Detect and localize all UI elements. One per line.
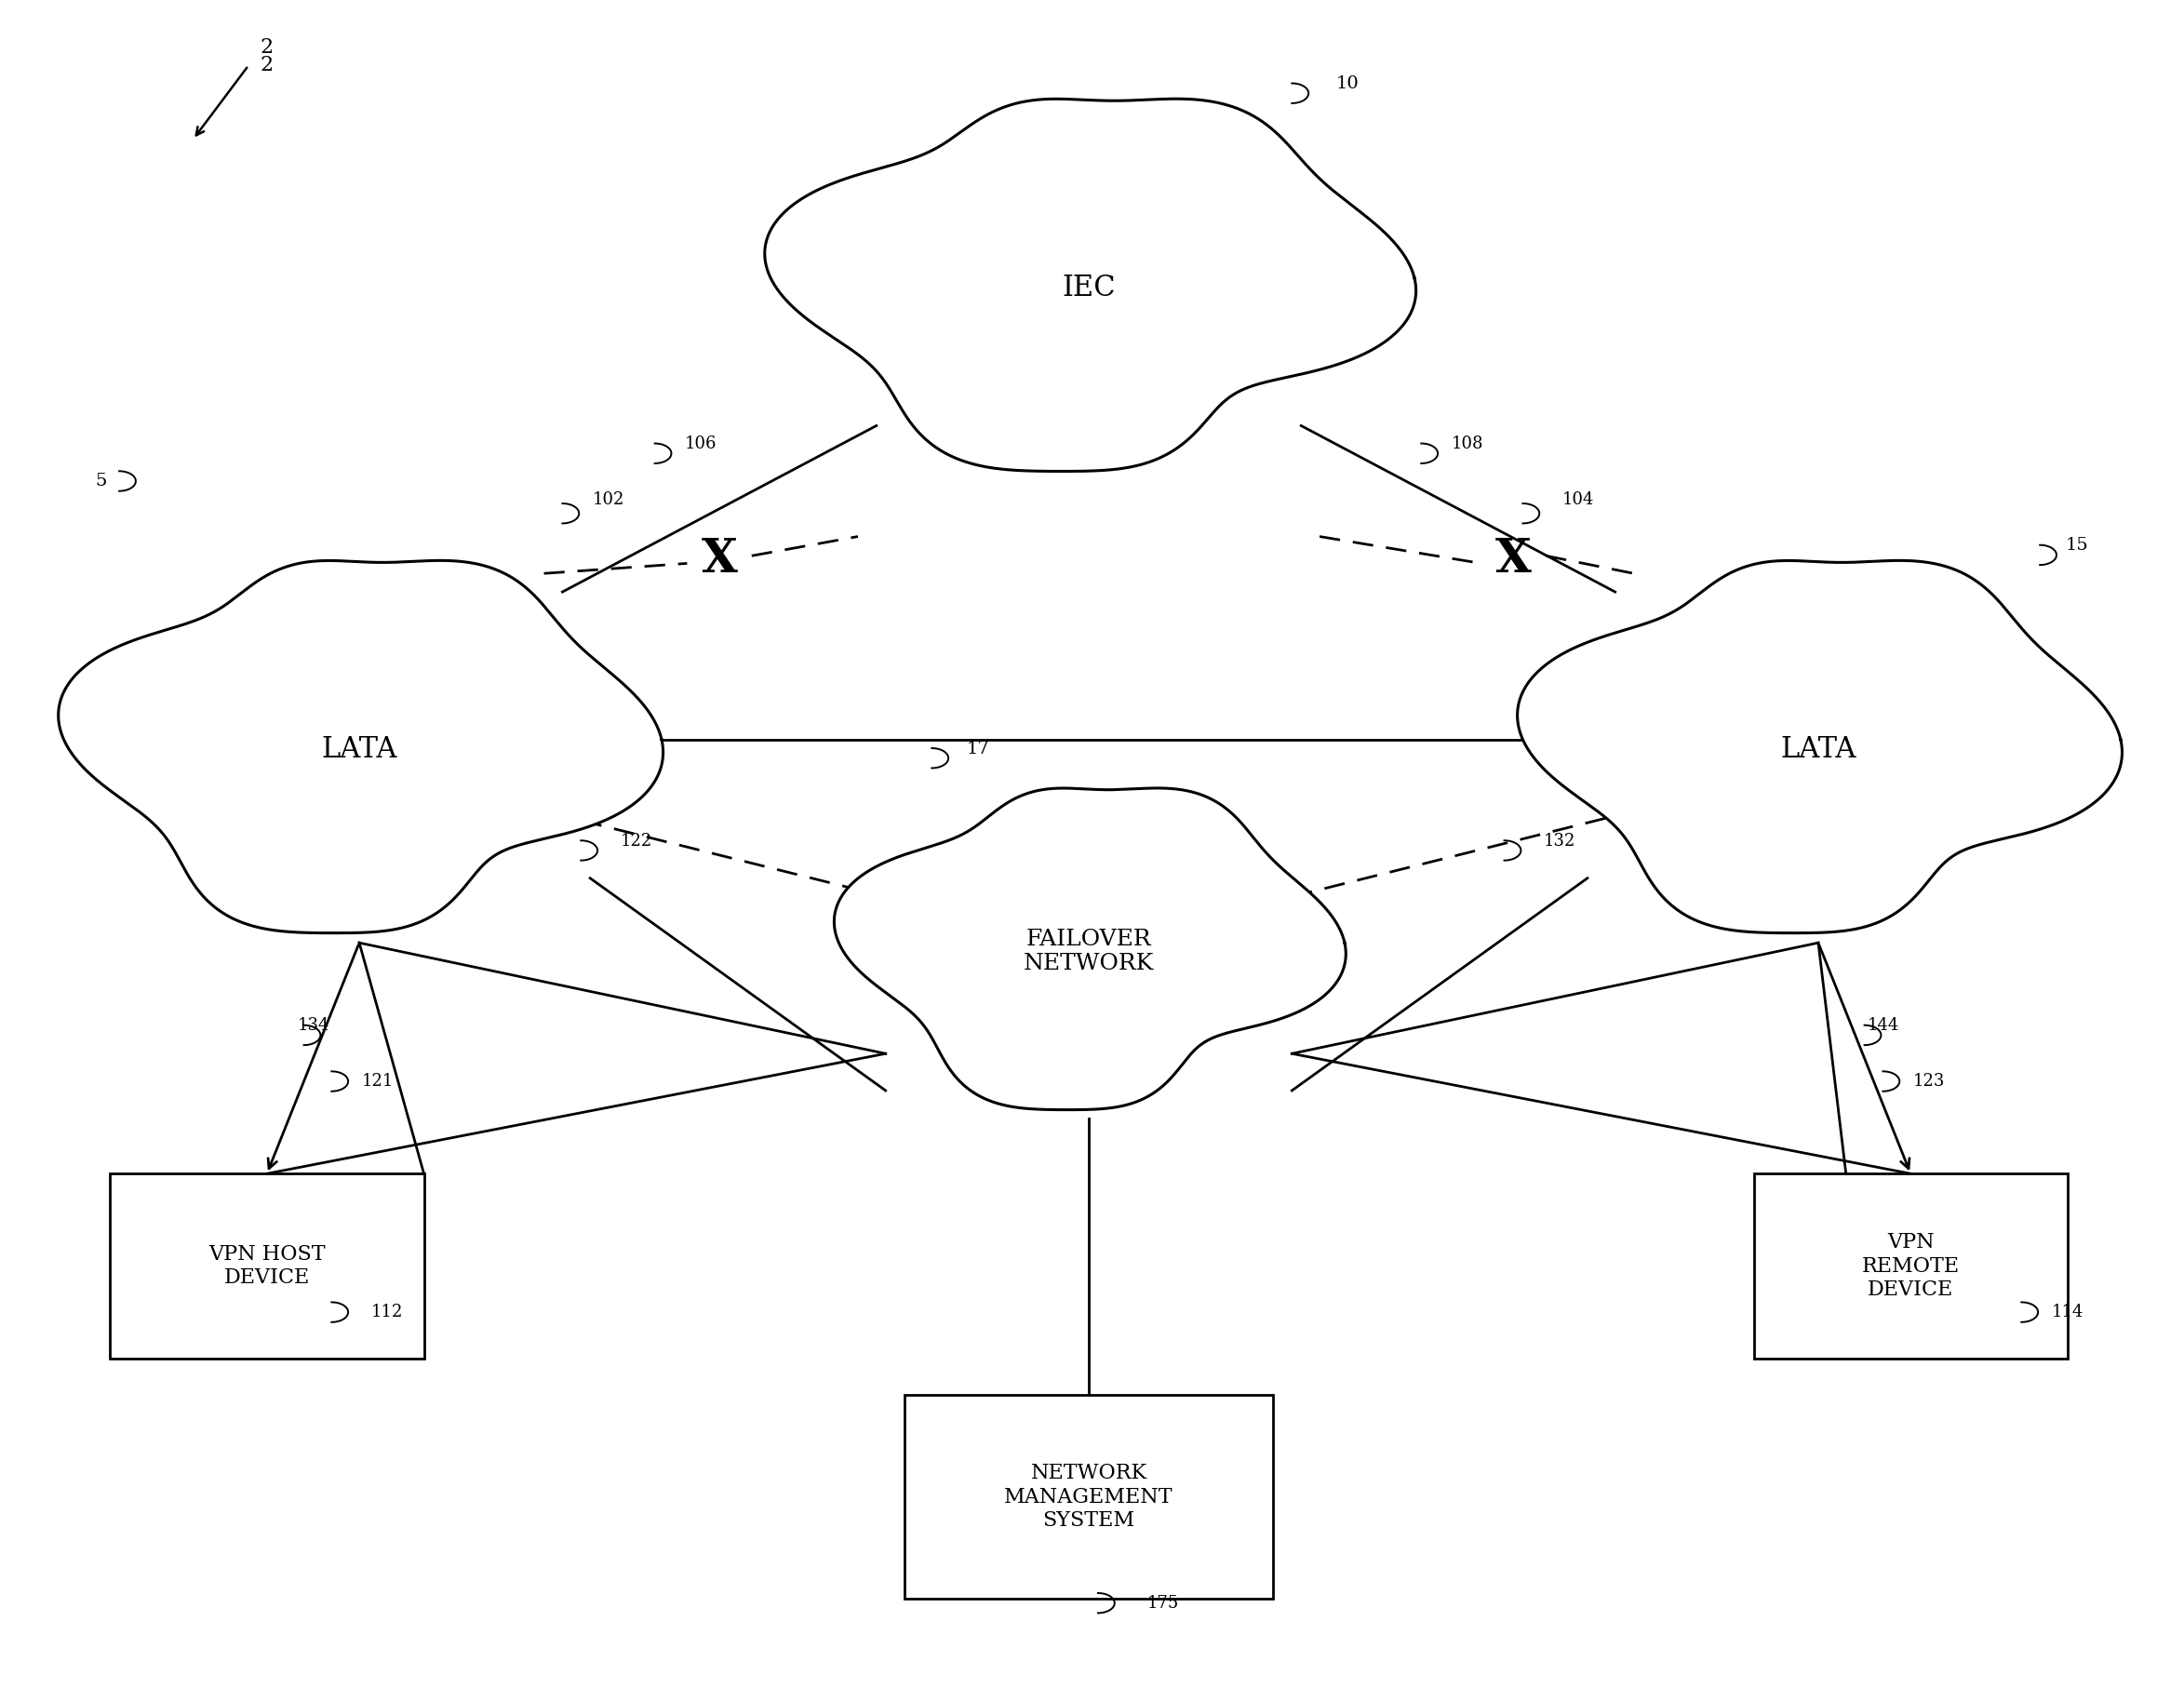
Polygon shape [834,788,1345,1109]
Text: 2: 2 [260,37,273,57]
Text: 2: 2 [260,56,273,76]
Text: 108: 108 [1452,436,1483,452]
Text: 104: 104 [1562,491,1594,508]
Bar [109,1173,424,1359]
Text: 121: 121 [363,1074,393,1090]
Text: X: X [1496,537,1531,582]
Text: 17: 17 [968,741,989,758]
Text: 134: 134 [297,1018,330,1035]
Text: 5: 5 [94,473,107,490]
Text: 112: 112 [371,1303,404,1320]
Text: 10: 10 [1337,76,1358,93]
Text: 132: 132 [1544,832,1575,849]
Text: VPN
REMOTE
DEVICE: VPN REMOTE DEVICE [1861,1232,1959,1300]
Bar [1754,1173,2068,1359]
Text: 102: 102 [592,491,625,508]
Text: 123: 123 [1913,1074,1946,1090]
Polygon shape [1518,560,2123,933]
Text: 114: 114 [2051,1303,2084,1320]
Text: LATA: LATA [321,736,397,765]
Text: VPN HOST
DEVICE: VPN HOST DEVICE [207,1244,325,1288]
Text: FAILOVER
NETWORK: FAILOVER NETWORK [1024,928,1153,974]
Text: IEC: IEC [1061,273,1116,302]
Text: 175: 175 [1147,1595,1179,1612]
Text: 106: 106 [686,436,716,452]
Bar [904,1396,1273,1599]
Text: X: X [701,537,738,582]
Text: LATA: LATA [1780,736,1856,765]
Text: NETWORK
MANAGEMENT
SYSTEM: NETWORK MANAGEMENT SYSTEM [1005,1463,1173,1531]
Polygon shape [764,100,1415,471]
Text: 15: 15 [2066,537,2088,554]
Text: 122: 122 [620,832,653,849]
Polygon shape [59,560,664,933]
Text: 144: 144 [1867,1018,1898,1035]
